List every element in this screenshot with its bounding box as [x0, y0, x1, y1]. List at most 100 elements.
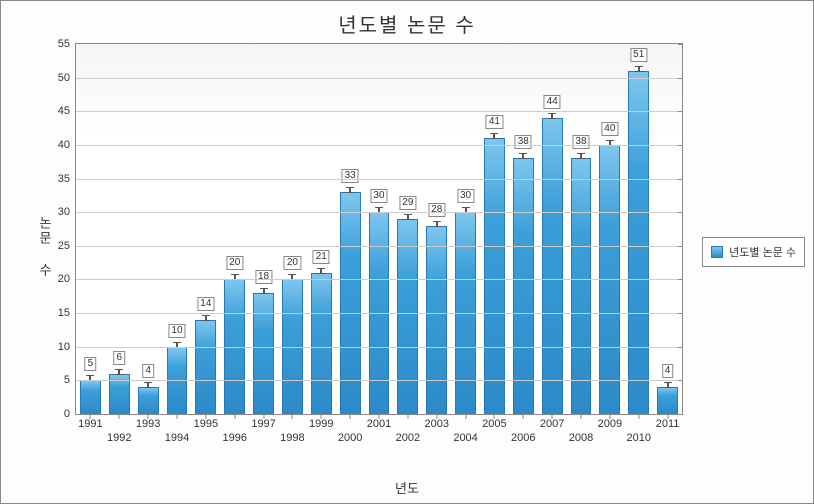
y-axis-title: 논문 수	[35, 216, 54, 278]
bar: 21	[311, 273, 332, 414]
bar: 4	[138, 387, 159, 414]
bar-slot: 21	[307, 44, 336, 414]
bar-slot: 30	[365, 44, 394, 414]
bar-slot: 29	[393, 44, 422, 414]
x-tick-label: 2001	[367, 418, 391, 430]
bar-value-label: 28	[428, 203, 445, 217]
bar-slot: 6	[105, 44, 134, 414]
bar-value-label: 21	[313, 250, 330, 264]
x-tick-mark	[234, 414, 235, 419]
bar: 44	[542, 118, 563, 414]
x-tick-mark	[465, 414, 466, 419]
bar-slot: 30	[451, 44, 480, 414]
y-tick-mark	[678, 414, 683, 415]
bar-value-label: 10	[168, 324, 185, 338]
grid-line	[76, 179, 682, 180]
bar: 4	[657, 387, 678, 414]
x-tick-mark	[177, 414, 178, 419]
y-tick-mark	[678, 44, 683, 45]
error-bar	[638, 66, 640, 72]
bar-value-label: 38	[515, 135, 532, 149]
error-bar	[522, 153, 524, 159]
bar: 28	[426, 226, 447, 414]
x-tick-label: 2009	[598, 418, 622, 430]
error-bar	[205, 315, 207, 321]
grid-line	[76, 111, 682, 112]
bar-slot: 10	[163, 44, 192, 414]
grid-line	[76, 145, 682, 146]
bar-slot: 38	[567, 44, 596, 414]
error-bar	[147, 382, 149, 388]
x-tick-label: 2004	[453, 432, 477, 444]
x-tick-label: 1994	[165, 432, 189, 444]
bar-slot: 41	[480, 44, 509, 414]
grid-line	[76, 212, 682, 213]
x-tick-label: 2003	[424, 418, 448, 430]
bar: 14	[195, 320, 216, 414]
y-tick-label: 0	[64, 408, 76, 420]
x-tick-mark	[292, 414, 293, 419]
error-bar	[667, 382, 669, 388]
bar-value-label: 44	[544, 95, 561, 109]
bar-slot: 51	[624, 44, 653, 414]
x-axis-title: 년도	[395, 478, 419, 497]
error-bar	[436, 221, 438, 227]
bar-value-label: 51	[630, 48, 647, 62]
y-tick-mark	[678, 313, 683, 314]
y-tick-label: 10	[58, 341, 76, 353]
x-tick-label: 2011	[656, 418, 680, 430]
bar-value-label: 33	[342, 169, 359, 183]
chart-frame: 년도별 논문 수 논문 수 56410142018202133302928304…	[0, 0, 814, 504]
bar-value-label: 4	[142, 364, 154, 378]
y-tick-label: 40	[58, 139, 76, 151]
y-tick-label: 25	[58, 240, 76, 252]
y-tick-mark	[678, 347, 683, 348]
grid-line	[76, 78, 682, 79]
x-tick-label: 1992	[107, 432, 131, 444]
legend-label: 년도별 논문 수	[729, 244, 796, 260]
bar-value-label: 18	[255, 270, 272, 284]
y-tick-mark	[678, 78, 683, 79]
y-tick-mark	[678, 111, 683, 112]
x-tick-label: 1993	[136, 418, 160, 430]
y-tick-mark	[678, 246, 683, 247]
bar: 38	[571, 158, 592, 414]
bar-value-label: 30	[370, 189, 387, 203]
error-bar	[551, 113, 553, 119]
bar: 5	[80, 380, 101, 414]
bar-slot: 20	[278, 44, 307, 414]
x-tick-label: 1997	[251, 418, 275, 430]
error-bar	[493, 133, 495, 139]
bar-slot: 44	[538, 44, 567, 414]
x-tick-label: 2008	[569, 432, 593, 444]
error-bar	[118, 369, 120, 375]
bar-value-label: 30	[457, 189, 474, 203]
y-tick-mark	[678, 212, 683, 213]
bar: 38	[513, 158, 534, 414]
bar-slot: 40	[595, 44, 624, 414]
bar-slot: 38	[509, 44, 538, 414]
x-tick-label: 2010	[626, 432, 650, 444]
x-tick-label: 2006	[511, 432, 535, 444]
x-tick-label: 1999	[309, 418, 333, 430]
bar: 29	[397, 219, 418, 414]
bar-slot: 33	[336, 44, 365, 414]
y-tick-label: 30	[58, 206, 76, 218]
error-bar	[580, 153, 582, 159]
bar-slot: 5	[76, 44, 105, 414]
bar-value-label: 41	[486, 115, 503, 129]
grid-line	[76, 279, 682, 280]
legend-swatch	[711, 246, 723, 258]
bar-value-label: 6	[113, 351, 125, 365]
y-tick-label: 15	[58, 307, 76, 319]
bar-value-label: 40	[601, 122, 618, 136]
bar: 51	[628, 71, 649, 414]
y-tick-label: 35	[58, 173, 76, 185]
grid-line	[76, 313, 682, 314]
x-tick-mark	[119, 414, 120, 419]
y-tick-label: 55	[58, 38, 76, 50]
bars-container: 56410142018202133302928304138443840514	[76, 44, 682, 414]
bar-value-label: 14	[197, 297, 214, 311]
bar-value-label: 29	[399, 196, 416, 210]
legend: 년도별 논문 수	[702, 237, 805, 267]
